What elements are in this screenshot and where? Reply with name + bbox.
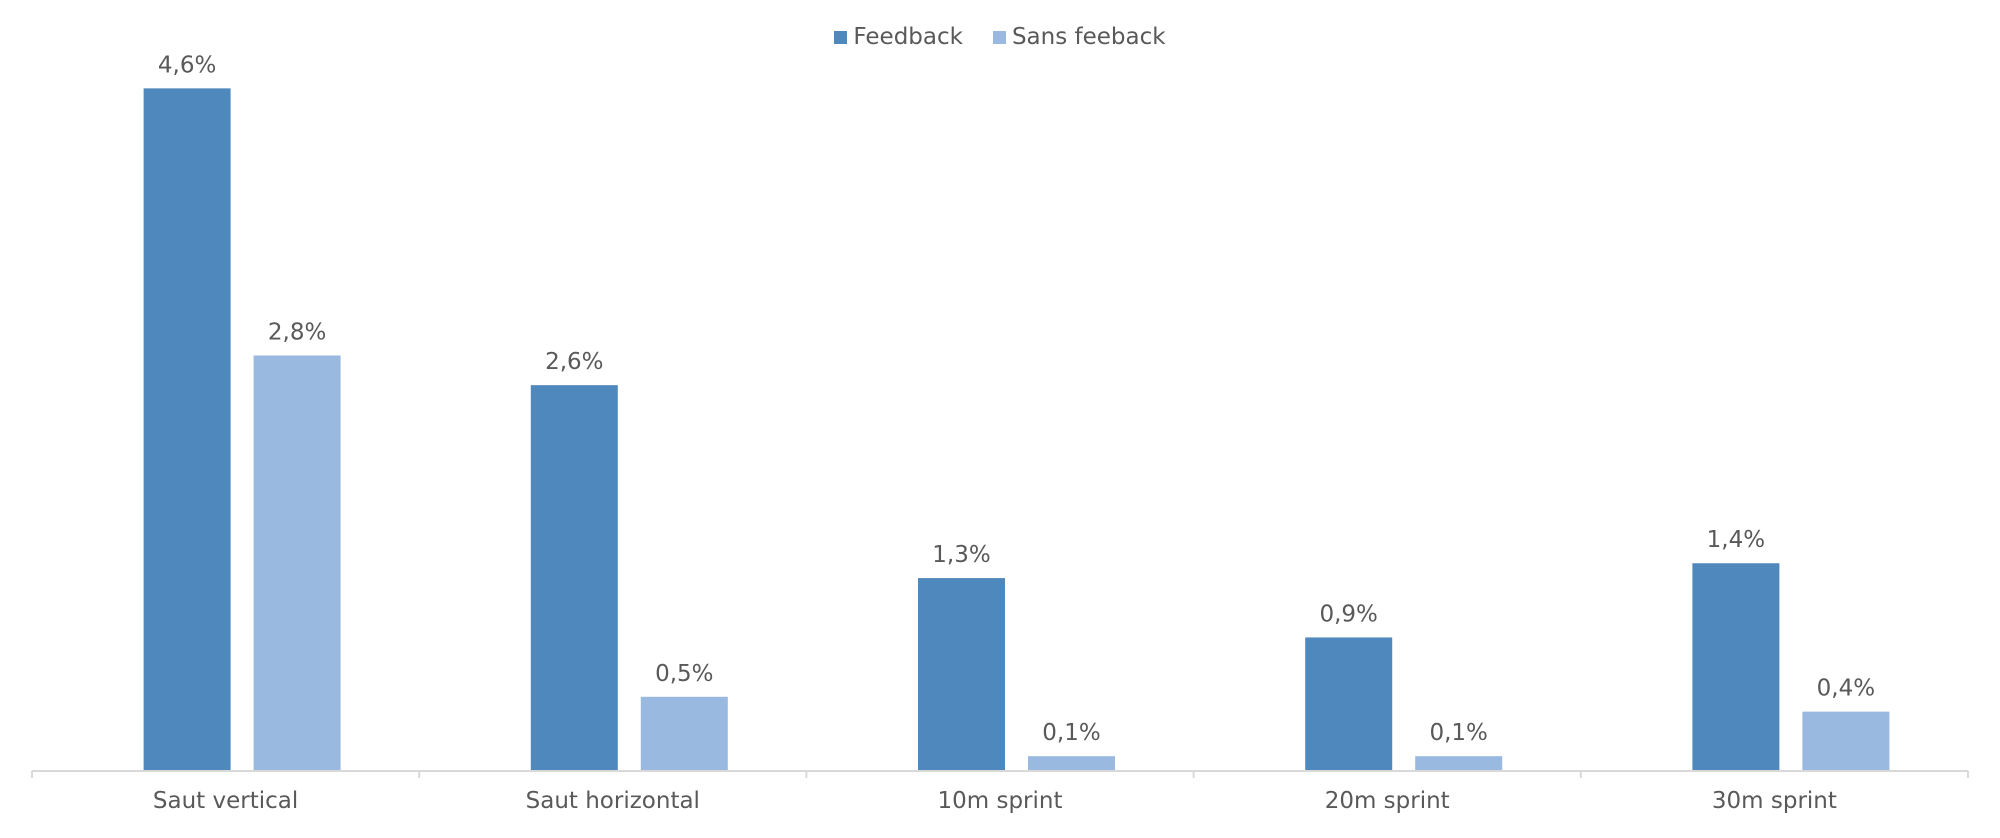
bar-sans-feeback-4 <box>1802 711 1890 771</box>
legend-label-sans-feeback: Sans feeback <box>1011 24 1166 50</box>
bar-feedback-3 <box>1305 637 1393 771</box>
legend-swatch-feedback <box>834 30 848 44</box>
data-label-feedback-1: 2,6% <box>545 349 603 375</box>
data-label-feedback-3: 0,9% <box>1319 601 1377 627</box>
legend-item-feedback: Feedback <box>834 24 963 50</box>
legend-label-feedback: Feedback <box>853 24 963 50</box>
data-label-feedback-0: 4,6% <box>158 52 216 78</box>
data-label-feedback-4: 1,4% <box>1707 527 1765 553</box>
data-label-sans-feeback-2: 0,1% <box>1042 720 1100 746</box>
x-tick-label-4: 30m sprint <box>1712 788 1837 814</box>
x-tick-label-2: 10m sprint <box>937 788 1062 814</box>
x-tick-label-0: Saut vertical <box>153 788 298 814</box>
legend: Feedback Sans feeback <box>0 24 2000 50</box>
x-tick-label-3: 20m sprint <box>1325 788 1450 814</box>
data-label-sans-feeback-4: 0,4% <box>1817 676 1875 702</box>
legend-swatch-sans-feeback <box>992 30 1006 44</box>
x-tick-label-1: Saut horizontal <box>526 788 700 814</box>
bar-sans-feeback-0 <box>253 355 341 771</box>
data-label-sans-feeback-0: 2,8% <box>268 319 326 345</box>
data-label-sans-feeback-1: 0,5% <box>655 661 713 687</box>
bar-feedback-4 <box>1692 563 1780 771</box>
bar-sans-feeback-1 <box>640 696 728 771</box>
legend-item-sans-feeback: Sans feeback <box>992 24 1166 50</box>
bar-sans-feeback-3 <box>1415 756 1503 771</box>
bar-feedback-0 <box>143 88 231 772</box>
bar-feedback-2 <box>918 578 1005 771</box>
data-label-sans-feeback-3: 0,1% <box>1429 720 1487 746</box>
data-label-feedback-2: 1,3% <box>932 542 990 568</box>
bar-feedback-1 <box>530 385 618 771</box>
bar-sans-feeback-2 <box>1028 756 1115 771</box>
